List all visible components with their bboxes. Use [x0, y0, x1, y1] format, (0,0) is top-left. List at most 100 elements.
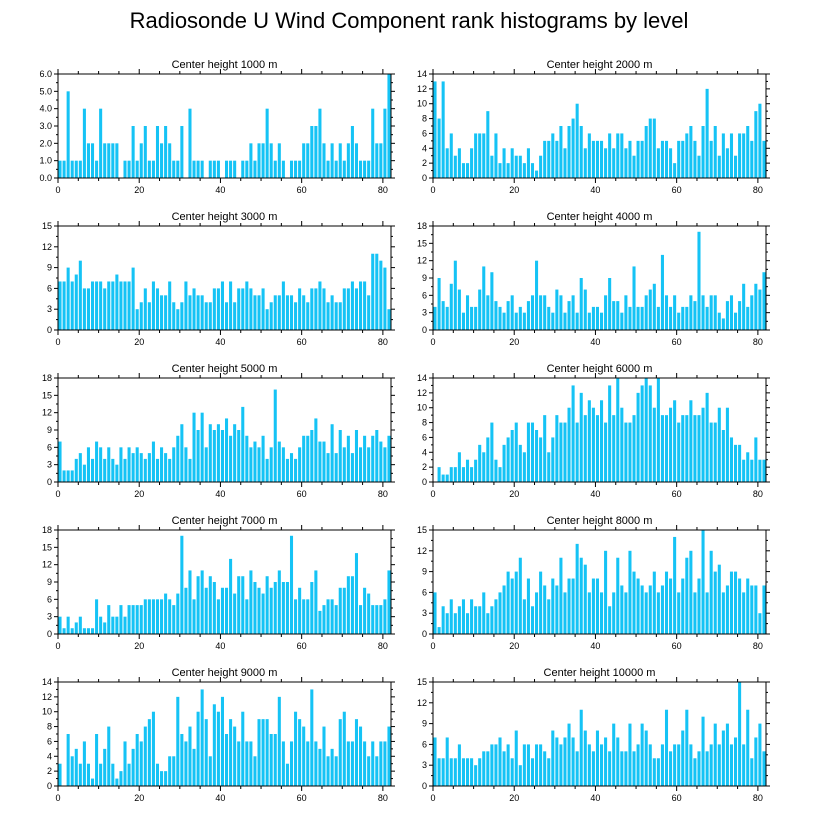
histogram-bar [685, 709, 689, 786]
histogram-bar [330, 143, 334, 178]
histogram-bar [628, 723, 632, 786]
histogram-bar [604, 295, 608, 330]
histogram-bar [314, 288, 318, 330]
histogram-bar [701, 716, 705, 786]
histogram-bar [453, 613, 457, 634]
x-tick-label: 40 [590, 793, 600, 803]
y-tick-label: 14 [42, 677, 52, 687]
histogram-bar [612, 415, 616, 482]
histogram-bar [685, 415, 689, 482]
histogram-bar [530, 422, 535, 482]
histogram-bar [330, 424, 334, 482]
y-tick-label: 2.0 [39, 138, 52, 148]
histogram-bar [310, 430, 314, 482]
histogram-bar [746, 126, 750, 178]
y-tick-label: 12 [42, 408, 52, 418]
histogram-bar [490, 422, 494, 482]
panel-title: Center height 5000 m [172, 363, 278, 375]
histogram-bar [119, 771, 123, 786]
histogram-bar [180, 302, 184, 330]
histogram-bar [131, 267, 135, 330]
histogram-bar [461, 467, 465, 482]
histogram-bar [750, 585, 754, 634]
histogram-bar [90, 778, 95, 786]
histogram-bar [604, 422, 608, 482]
histogram-bar [119, 605, 123, 634]
histogram-bar [277, 441, 281, 482]
histogram-bar [559, 126, 563, 178]
histogram-bar [379, 260, 383, 330]
histogram-bar [571, 737, 575, 786]
histogram-bar [612, 592, 616, 634]
histogram-bar [164, 771, 168, 786]
x-tick-label: 0 [55, 185, 60, 195]
x-tick-label: 20 [509, 489, 519, 499]
histogram-bar [738, 444, 742, 482]
histogram-bar [131, 126, 135, 178]
histogram-bar [510, 148, 514, 178]
histogram-bar [543, 415, 547, 482]
y-tick-label: 2 [47, 766, 52, 776]
histogram-bar [494, 744, 498, 786]
x-tick-label: 0 [55, 337, 60, 347]
histogram-bar [656, 592, 660, 634]
x-tick-label: 20 [134, 793, 144, 803]
histogram-bar [147, 719, 151, 786]
histogram-bar [342, 288, 346, 330]
histogram-bar [514, 571, 518, 634]
histogram-bar [354, 430, 359, 482]
histogram-bar [220, 587, 224, 634]
histogram-bar [371, 253, 375, 330]
histogram-bar [127, 447, 131, 482]
x-tick-label: 80 [378, 489, 388, 499]
histogram-bar [383, 741, 387, 786]
histogram-bar [103, 288, 107, 330]
histogram-bar [135, 605, 139, 634]
histogram-bar [90, 458, 95, 482]
histogram-bar [58, 160, 62, 178]
y-tick-label: 0 [422, 629, 427, 639]
histogram-bar [754, 737, 758, 786]
histogram-bar [717, 407, 721, 482]
histogram-bar [257, 587, 261, 634]
histogram-bar [620, 585, 624, 634]
histogram-bar [155, 458, 160, 482]
histogram-bar [160, 143, 164, 178]
histogram-bar [470, 758, 474, 786]
histogram-bar [648, 289, 652, 330]
histogram-bar [245, 435, 249, 482]
histogram-bar [277, 570, 281, 634]
histogram-bar [664, 709, 669, 786]
histogram-bar [359, 281, 363, 330]
histogram-bar [685, 557, 689, 634]
histogram-bar [229, 435, 233, 482]
y-tick-label: 3.0 [39, 121, 52, 131]
histogram-bar [229, 281, 233, 330]
histogram-bar [738, 578, 742, 634]
histogram-bar [237, 576, 241, 634]
x-tick-label: 60 [672, 489, 682, 499]
histogram-bar [322, 143, 326, 178]
histogram-bar [721, 133, 725, 178]
histogram-bar [624, 592, 628, 634]
histogram-bar [689, 295, 693, 330]
histogram-bar [90, 281, 95, 330]
x-tick-label: 20 [134, 641, 144, 651]
histogram-bar [155, 126, 160, 178]
x-tick-label: 60 [672, 337, 682, 347]
histogram-bar [624, 751, 628, 786]
histogram-bar [74, 748, 78, 786]
histogram-bar [208, 302, 212, 330]
panel-5: Center height 5000 m 0 3 6 9 12 15 18 0 20 40 60 80 [42, 363, 395, 499]
histogram-bar [754, 111, 758, 178]
histogram-bar [725, 301, 729, 330]
histogram-bar [677, 744, 681, 786]
histogram-bar [758, 459, 762, 482]
histogram-bar [693, 758, 697, 786]
histogram-bar [502, 148, 506, 178]
histogram-bar [387, 309, 391, 330]
histogram-bar [123, 458, 127, 482]
histogram-bar [620, 407, 624, 482]
histogram-bar [184, 447, 188, 482]
histogram-bar [176, 309, 180, 330]
